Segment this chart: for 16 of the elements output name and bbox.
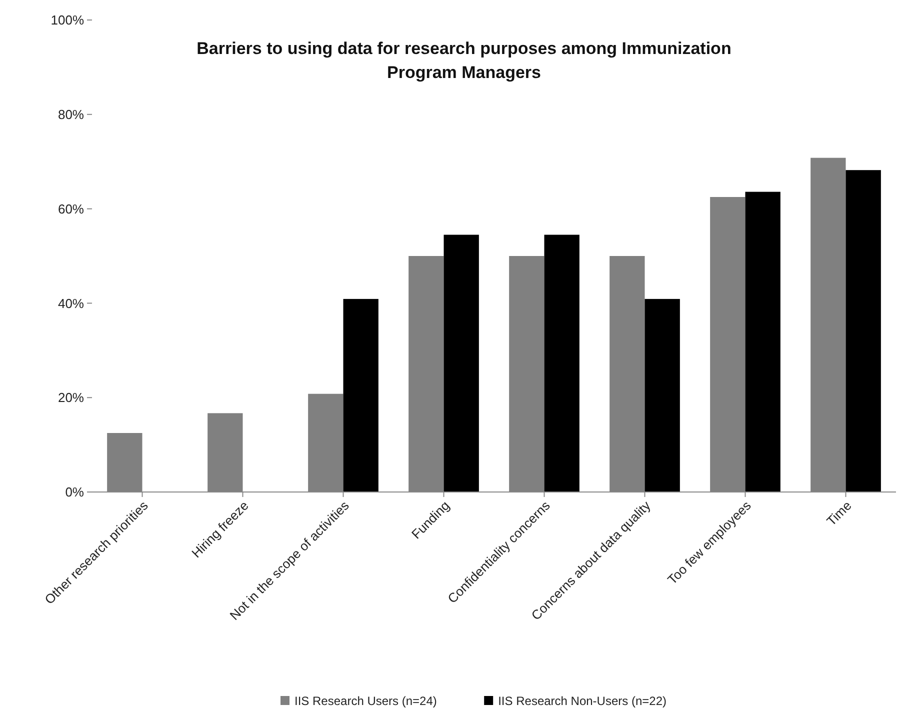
- bar: [745, 192, 780, 492]
- y-tick-label: 60%: [58, 201, 84, 216]
- y-tick-label: 100%: [50, 12, 84, 28]
- bar: [343, 298, 378, 492]
- legend-label: IIS Research Non-Users (n=22): [498, 694, 667, 708]
- x-tick-label: Time: [824, 498, 854, 529]
- y-tick-label: 80%: [58, 106, 84, 122]
- bar: [544, 234, 580, 492]
- text: Barriers to using data for research purposes among Immunization Program Managers: [196, 39, 732, 82]
- y-tick-label: 0%: [65, 484, 84, 500]
- bar: [444, 234, 479, 492]
- bar: [846, 170, 881, 492]
- legend-label: IIS Research Users (n=24): [294, 694, 437, 708]
- bar: [644, 298, 680, 492]
- y-tick-label: 20%: [58, 390, 84, 406]
- y-tick-label: 40%: [58, 296, 84, 311]
